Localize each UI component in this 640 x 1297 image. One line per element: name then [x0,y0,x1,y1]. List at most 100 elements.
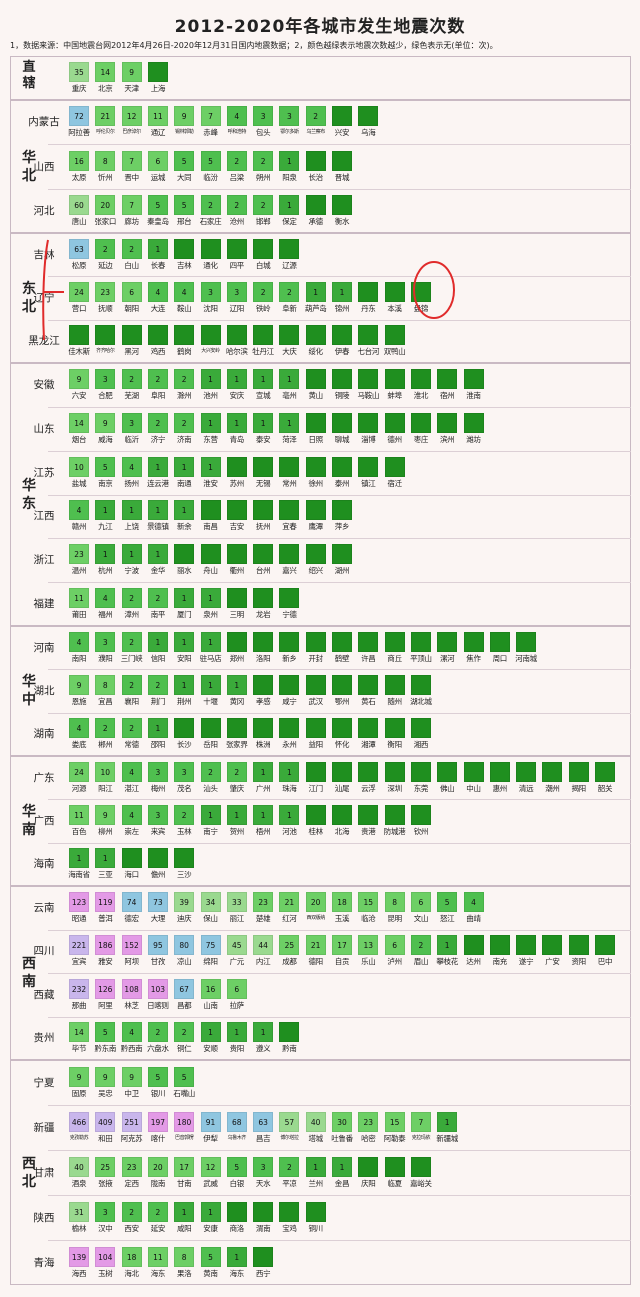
city-count-cell: 180 [174,1111,195,1132]
city-count-cell: 9 [95,412,116,433]
province-name: 青海 [33,1256,55,1269]
city-name: 恩施 [71,697,87,706]
city-count-cell: 197 [147,1111,168,1132]
city-count-cell [226,718,247,739]
city-count-value: 2 [260,156,266,166]
city-count-value: 74 [126,897,137,907]
city-count-value: 18 [126,1252,137,1262]
city-count-cell: 25 [95,1156,116,1177]
city-count-cell: 25 [279,935,300,956]
city-name: 凉山 [176,957,192,967]
city-count-cell [200,718,221,739]
province-name: 河南 [33,641,55,654]
city-name: 重庆 [71,84,87,93]
city-count-value: 4 [129,767,134,777]
city-count-value: 14 [100,68,111,77]
province-divider [48,929,631,931]
city-count-cell: 68 [226,1111,247,1132]
province-name: 宁夏 [33,1076,55,1089]
city-count-cell [332,368,352,389]
city-name: 新乡 [282,653,297,663]
city-count-value: 12 [205,1162,216,1172]
city-name: 宜宾 [71,957,87,967]
city-name: 黑河 [124,347,139,357]
city-count-cell: 1 [174,1201,195,1222]
city-name: 驻马店 [199,653,222,663]
city-count-cell [279,588,300,609]
city-count-value: 39 [179,897,189,907]
city-name: 银川 [150,1088,166,1098]
city-name: 泉州 [203,610,218,620]
city-count-cell [121,325,142,346]
city-count-cell [174,718,195,739]
city-count-cell: 4 [95,588,116,609]
city-name: 金昌 [334,1178,350,1188]
city-count-cell [226,238,247,259]
city-name: 太原 [71,172,87,182]
city-name: 达州 [466,957,481,967]
province-name: 湖北 [33,685,55,697]
city-count-value: 16 [74,156,84,166]
city-name: 邢台 [176,216,192,226]
city-count-cell [384,1156,405,1177]
city-name: 双鸭山 [383,347,406,357]
city-count-value: 6 [418,897,424,907]
city-count-cell: 3 [95,631,116,652]
city-count-value: 1 [102,854,108,864]
city-count-value: 15 [363,897,374,907]
city-name: 苏州 [229,478,245,488]
city-count-cell: 44 [253,935,274,956]
city-count-cell: 4 [174,282,195,302]
city-name: 怀化 [334,740,350,750]
city-count-cell: 95 [147,935,168,956]
city-name: 淮安 [203,478,218,488]
city-name: 盐城 [71,478,87,488]
city-name: 舟山 [203,566,218,576]
city-count-cell: 9 [95,1066,116,1087]
city-name: 六盘水 [147,1044,169,1054]
city-count-cell [226,631,247,652]
province-divider [48,669,631,671]
city-count-value: 1 [155,506,161,516]
city-name: 眉山 [413,957,429,967]
city-count-cell [489,761,510,782]
city-name: 黄山 [308,390,323,400]
city-count-cell [200,238,221,259]
city-name: 吉林 [176,260,192,270]
city-count-value: 2 [287,288,292,297]
city-count-cell: 16 [200,978,221,999]
city-count-cell: 5 [147,1066,168,1087]
city-count-value: 9 [76,681,82,690]
city-count-value: 3 [155,811,161,820]
city-count-value: 1 [208,1028,213,1038]
city-name: 张家界 [225,740,248,750]
city-count-cell: 5 [147,194,168,215]
city-count-value: 1 [155,550,161,560]
city-count-cell: 74 [121,891,142,912]
city-name: 衡水 [334,216,350,226]
city-count-value: 197 [150,1117,166,1127]
city-name: 临夏 [387,1178,402,1188]
city-name: 温州 [71,566,87,576]
city-count-cell: 2 [121,368,142,389]
city-count-cell [463,935,484,956]
city-count-cell [200,500,221,521]
city-count-cell [279,1201,300,1222]
city-count-cell [410,718,431,739]
city-name: 信阳 [150,653,166,663]
city-count-value: 2 [208,767,213,777]
city-count-cell: 2 [279,282,300,302]
city-name: 衡阳 [387,740,402,750]
city-count-value: 4 [76,637,82,647]
city-count-cell: 1 [147,544,168,565]
city-name: 宿州 [439,390,455,400]
city-count-cell [332,412,352,433]
city-name: 赤峰 [203,128,218,138]
city-count-value: 16 [205,984,216,994]
city-name: 上饶 [124,522,139,532]
city-count-cell [226,588,247,609]
city-name: 昌吉 [255,1133,271,1143]
province-name: 新疆 [33,1121,55,1134]
city-name: 林芝 [124,1000,139,1010]
city-count-value: 1 [181,506,187,516]
